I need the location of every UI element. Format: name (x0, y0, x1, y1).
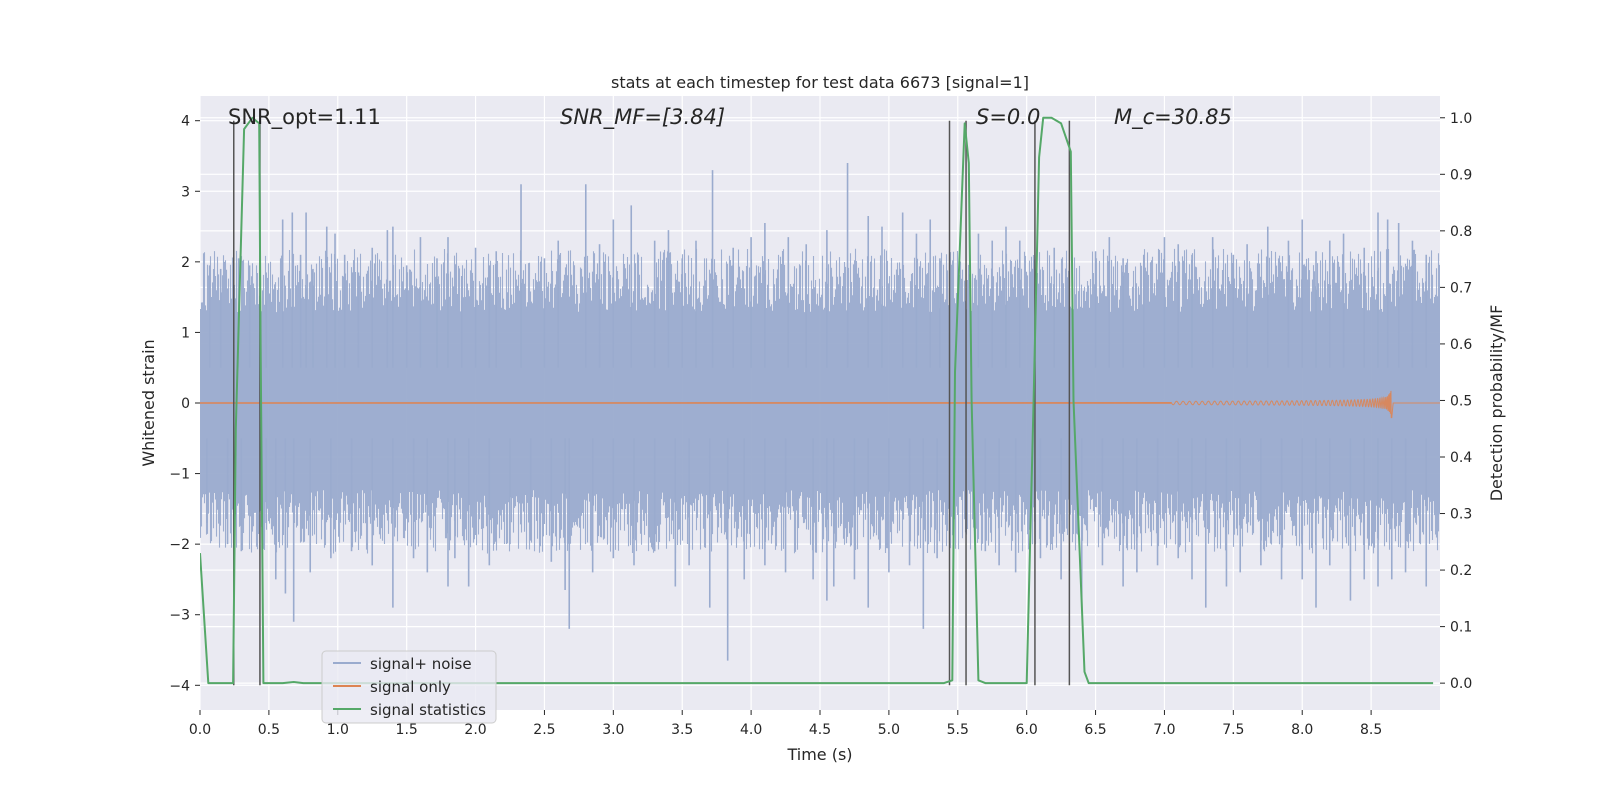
x-tick-label: 3.0 (602, 722, 624, 738)
y-right-tick-label: 0.9 (1450, 167, 1472, 183)
x-tick-label: 1.5 (396, 722, 418, 738)
y-left-tick-label: −1 (169, 467, 190, 483)
y-left-tick-label: −4 (169, 678, 190, 694)
annotation-snr-opt: SNR_opt=1.11 (228, 105, 381, 130)
y-right-tick-label: 0.0 (1450, 676, 1472, 692)
y-right-tick-label: 0.3 (1450, 507, 1472, 523)
noise-band (200, 248, 1440, 554)
y-axis-left: −4 −3 −2 −1 0 1 2 3 4 (169, 114, 200, 694)
y-left-tick-label: 1 (181, 325, 190, 341)
x-tick-label: 5.0 (878, 722, 900, 738)
series-signal-only (200, 390, 1440, 419)
y-right-tick-label: 0.7 (1450, 280, 1472, 296)
y-axis-right-label: Detection probability/MF (1487, 305, 1506, 502)
x-tick-label: 7.5 (1222, 722, 1244, 738)
legend-label-signal-plus-noise: signal+ noise (370, 655, 472, 673)
x-axis: 0.0 0.5 1.0 1.5 2.0 2.5 3.0 3.5 4.0 4.5 5.0 5.5 6.0 6… (189, 710, 1382, 738)
x-tick-label: 8.5 (1360, 722, 1382, 738)
x-tick-label: 4.0 (740, 722, 762, 738)
legend: signal+ noise signal only signal statist… (321, 650, 497, 724)
y-left-tick-label: −2 (169, 537, 190, 553)
y-right-tick-label: 0.2 (1450, 563, 1472, 579)
annotation-snr-mf: SNR_MF=[3.84] (560, 105, 725, 130)
x-tick-label: 0.0 (189, 722, 211, 738)
y-left-tick-label: 2 (181, 255, 190, 271)
signal-statistics-line (200, 116, 1434, 685)
y-left-tick-label: 0 (181, 396, 190, 412)
x-tick-label: 8.0 (1291, 722, 1313, 738)
x-axis-label: Time (s) (786, 745, 852, 764)
y-left-tick-label: −3 (169, 608, 190, 624)
y-left-tick-label: 3 (181, 184, 190, 200)
x-tick-label: 7.0 (1153, 722, 1175, 738)
y-right-tick-label: 0.1 (1450, 620, 1472, 636)
y-right-tick-label: 0.5 (1450, 393, 1472, 409)
x-tick-label: 5.5 (947, 722, 969, 738)
x-tick-label: 0.5 (258, 722, 280, 738)
y-right-tick-label: 0.4 (1450, 450, 1472, 466)
y-axis-left-label: Whitened strain (139, 339, 158, 466)
annotation-s-stat: S=0.0 (976, 105, 1040, 129)
series-signal-plus-noise (200, 163, 1440, 661)
legend-label-signal-only: signal only (370, 678, 451, 696)
annotation-chirp-mass: M_c=30.85 (1114, 105, 1232, 130)
x-tick-label: 2.0 (464, 722, 486, 738)
y-right-tick-label: 1.0 (1450, 111, 1472, 127)
y-right-tick-label: 0.6 (1450, 337, 1472, 353)
x-tick-label: 2.5 (533, 722, 555, 738)
chart-title: stats at each timestep for test data 667… (611, 73, 1029, 92)
legend-label-signal-statistics: signal statistics (370, 701, 486, 719)
y-right-tick-label: 0.8 (1450, 224, 1472, 240)
x-tick-label: 6.0 (1016, 722, 1038, 738)
legend-frame (321, 650, 497, 724)
x-tick-label: 1.0 (327, 722, 349, 738)
series-signal-statistics (200, 116, 1434, 685)
x-tick-label: 4.5 (809, 722, 831, 738)
signal-only-chirp (200, 390, 1440, 419)
x-tick-label: 3.5 (671, 722, 693, 738)
y-left-tick-label: 4 (181, 114, 190, 130)
y-axis-right: 0.0 0.1 0.2 0.3 0.4 0.5 0.6 0.7 0.8 0.9 1.0 (1440, 111, 1472, 692)
x-tick-label: 6.5 (1084, 722, 1106, 738)
